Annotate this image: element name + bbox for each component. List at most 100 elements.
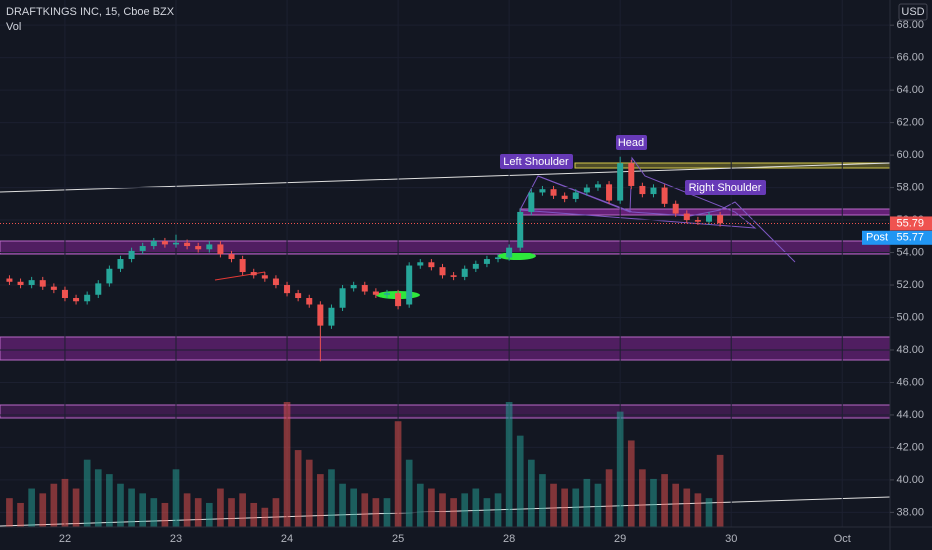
candle-body bbox=[506, 247, 513, 258]
volume-bar bbox=[217, 488, 224, 527]
volume-bar bbox=[183, 493, 191, 527]
candle-body bbox=[594, 184, 601, 188]
candle-body bbox=[61, 289, 68, 299]
volume-bar bbox=[439, 493, 446, 527]
volume-bar bbox=[39, 493, 47, 527]
volume-bar bbox=[294, 450, 302, 527]
volume-bar bbox=[483, 498, 491, 527]
volume-bar bbox=[328, 469, 335, 527]
label-box bbox=[500, 154, 573, 169]
candle-body bbox=[272, 278, 279, 286]
volume-bar bbox=[372, 498, 380, 527]
volume-label: Vol bbox=[6, 21, 21, 33]
currency[interactable]: USD bbox=[901, 6, 924, 18]
volume-bar bbox=[539, 474, 546, 527]
y-tick-label: 46.00 bbox=[896, 376, 924, 388]
candle-body bbox=[361, 285, 368, 292]
candle-body bbox=[17, 281, 24, 286]
volume-bar bbox=[106, 474, 113, 527]
candle-body bbox=[228, 254, 235, 260]
candle-body bbox=[117, 259, 124, 269]
x-tick-label: 24 bbox=[281, 533, 293, 545]
volume-bar bbox=[616, 411, 624, 527]
volume-bar bbox=[428, 488, 435, 527]
volume-bar bbox=[128, 488, 135, 527]
y-tick-label: 62.00 bbox=[896, 117, 924, 129]
candle-body bbox=[84, 294, 91, 302]
volume-bar bbox=[50, 483, 58, 527]
volume-bar bbox=[683, 488, 691, 527]
candle-body bbox=[95, 283, 102, 295]
x-tick-label: 22 bbox=[59, 533, 71, 545]
candle-body bbox=[606, 184, 613, 201]
candle-body bbox=[461, 268, 468, 277]
candle-body bbox=[717, 215, 724, 224]
volume-bar bbox=[650, 478, 657, 527]
candle-body bbox=[28, 280, 35, 286]
volume-bar bbox=[450, 498, 457, 527]
price-tag-label: 55.79 bbox=[896, 217, 924, 229]
y-tick-label: 40.00 bbox=[896, 474, 924, 486]
candle-body bbox=[706, 215, 712, 222]
volume-bar bbox=[416, 483, 424, 527]
volume-bar bbox=[28, 488, 35, 527]
candle-body bbox=[483, 259, 490, 264]
candle-body bbox=[339, 288, 346, 308]
volume-bar bbox=[605, 469, 613, 527]
candle-body bbox=[6, 278, 13, 282]
volume-bar bbox=[117, 483, 124, 527]
currency-box[interactable] bbox=[898, 3, 928, 21]
candle-body bbox=[372, 291, 379, 295]
volume-bar bbox=[572, 488, 580, 527]
trend-line bbox=[214, 271, 266, 281]
marker bbox=[498, 252, 536, 260]
chart-title: DRAFTKINGS INC, 15, Cboe BZX bbox=[6, 6, 175, 18]
candle-body bbox=[572, 192, 579, 199]
volume-bar bbox=[639, 469, 646, 527]
candle-body bbox=[139, 246, 146, 251]
volume-bar bbox=[6, 498, 13, 527]
candle-body bbox=[261, 275, 268, 279]
annotations: Left Shoulder Head Right Shoulder bbox=[500, 135, 766, 195]
candle-body bbox=[495, 257, 502, 260]
candle-body bbox=[472, 263, 479, 269]
volume-bar bbox=[194, 498, 202, 527]
label-box bbox=[685, 180, 766, 195]
candle-body bbox=[161, 241, 168, 245]
x-tick-label: 25 bbox=[392, 533, 404, 545]
x-tick-label: 30 bbox=[725, 533, 737, 545]
candle-body bbox=[106, 268, 113, 284]
candle-body bbox=[350, 285, 357, 289]
price-tag bbox=[890, 216, 932, 231]
volume-bar bbox=[394, 421, 402, 527]
annotation: Left Shoulder bbox=[503, 156, 569, 168]
candle-body bbox=[217, 244, 224, 255]
volume-bar bbox=[172, 469, 180, 527]
x-tick-label: Oct bbox=[834, 533, 851, 545]
candle-body bbox=[173, 242, 179, 245]
candle-body bbox=[661, 187, 668, 204]
candle-body bbox=[639, 185, 646, 195]
candle-body bbox=[439, 267, 446, 276]
volume-bar bbox=[550, 483, 557, 527]
volume-bar bbox=[205, 502, 213, 527]
x-tick-label: 29 bbox=[614, 533, 626, 545]
y-tick-label: 60.00 bbox=[896, 149, 924, 161]
volume-bar bbox=[583, 478, 591, 527]
volume-bar bbox=[339, 483, 346, 527]
volume-bar bbox=[505, 402, 513, 527]
y-tick-label: 54.00 bbox=[896, 246, 924, 258]
y-tick-label: 48.00 bbox=[896, 344, 924, 356]
volume-bar bbox=[383, 498, 391, 527]
candle-body bbox=[650, 187, 657, 195]
y-tick-label: 50.00 bbox=[896, 311, 924, 323]
volume-bar bbox=[461, 493, 469, 527]
candle-body bbox=[395, 293, 402, 307]
post-tag bbox=[862, 230, 932, 245]
y-tick-label: 68.00 bbox=[896, 19, 924, 31]
y-tick-label: 44.00 bbox=[896, 409, 924, 421]
candle-body bbox=[617, 163, 624, 201]
candle-body bbox=[306, 298, 313, 305]
candle-body bbox=[450, 275, 457, 277]
